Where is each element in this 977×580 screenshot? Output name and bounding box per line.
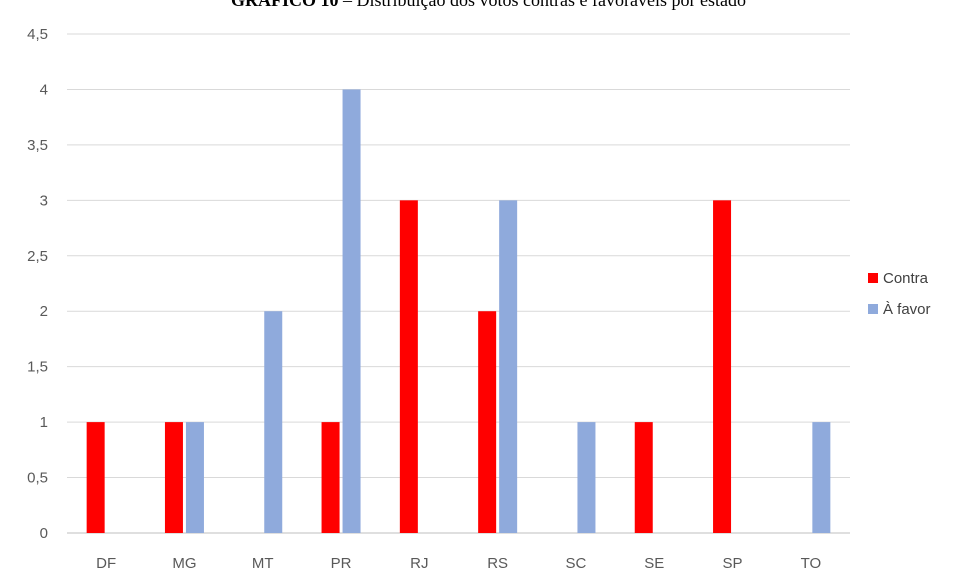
- x-tick-label: MG: [172, 555, 196, 572]
- chart-title-number: GRÁFICO 10: [231, 0, 339, 10]
- x-tick-label: RS: [487, 555, 508, 572]
- bars: [86, 89, 831, 534]
- x-tick-label: MT: [252, 555, 274, 572]
- bar-a-favor-rs: [499, 200, 518, 534]
- gridlines: [67, 33, 850, 534]
- bar-a-favor-mt: [264, 311, 283, 533]
- bar-a-favor-pr: [342, 89, 361, 533]
- y-axis: 0 0,5 1 1,5 2 2,5 3 3,5 4 4,5: [27, 26, 48, 542]
- y-tick-label: 0: [40, 525, 48, 542]
- y-tick-label: 3,5: [27, 137, 48, 154]
- bar-a-favor-mg: [185, 422, 204, 533]
- y-tick-label: 1: [40, 414, 48, 431]
- x-tick-label: SE: [644, 555, 664, 572]
- bar-contra-mg: [164, 422, 183, 533]
- y-tick-label: 2,5: [27, 248, 48, 265]
- y-tick-label: 2: [40, 303, 48, 320]
- bar-contra-pr: [321, 422, 340, 533]
- bar-contra-rs: [478, 311, 497, 533]
- bar-contra-rj: [399, 200, 418, 534]
- bar-contra-df: [86, 422, 105, 533]
- legend-label: Contra: [883, 270, 929, 287]
- x-tick-label: SP: [723, 555, 743, 572]
- y-tick-label: 0,5: [27, 470, 48, 487]
- y-tick-label: 4,5: [27, 26, 48, 43]
- legend-swatch: [868, 304, 878, 314]
- x-tick-label: RJ: [410, 555, 428, 572]
- bar-contra-sp: [713, 200, 732, 534]
- x-axis: DF MG MT PR RJ RS SC SE SP TO: [96, 555, 821, 572]
- x-tick-label: DF: [96, 555, 116, 572]
- x-tick-label: PR: [331, 555, 352, 572]
- x-tick-label: SC: [566, 555, 587, 572]
- x-tick-label: TO: [801, 555, 822, 572]
- chart-title: GRÁFICO 10 – Distribuição dos votos cont…: [0, 0, 977, 11]
- legend-swatch: [868, 273, 878, 283]
- bar-a-favor-to: [812, 422, 831, 533]
- chart-title-text: – Distribuição dos votos contras e favor…: [338, 0, 746, 10]
- y-tick-label: 4: [40, 81, 48, 98]
- legend: Contra À favor: [868, 270, 931, 318]
- legend-label: À favor: [883, 301, 931, 318]
- bar-a-favor-sc: [577, 422, 596, 533]
- y-tick-label: 3: [40, 192, 48, 209]
- bar-contra-se: [634, 422, 653, 533]
- y-tick-label: 1,5: [27, 359, 48, 376]
